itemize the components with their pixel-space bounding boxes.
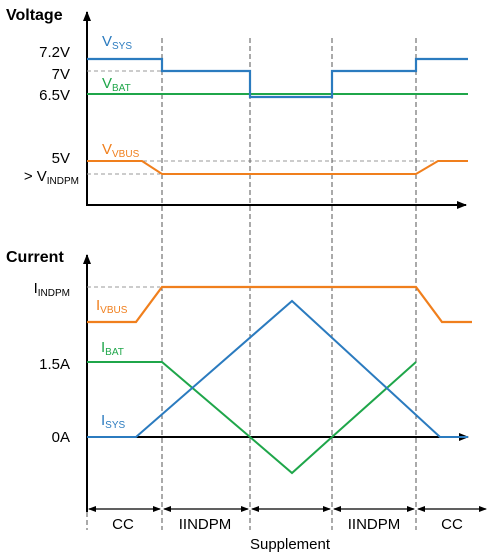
y-label-6-5v: 6.5V — [39, 87, 70, 104]
phase-label-iindpm-1: IINDPM — [179, 516, 232, 533]
phase-label-cc-1: CC — [112, 516, 134, 533]
y-label-0a: 0A — [52, 429, 70, 446]
vbat-label: VBAT — [102, 75, 131, 94]
y-label-1-5a: 1.5A — [39, 356, 70, 373]
voltage-panel-title: Voltage — [6, 7, 63, 24]
vbus-label: VVBUS — [102, 141, 140, 160]
vbus-waveform — [87, 160, 468, 175]
y-label-7-2v: 7.2V — [39, 44, 70, 61]
isys-label: ISYS — [101, 412, 126, 431]
phase-label-cc-2: CC — [441, 516, 463, 533]
vsys-label: VSYS — [102, 33, 132, 52]
y-label-vindpm: > VINDPM — [24, 168, 79, 187]
y-label-7v: 7V — [52, 66, 70, 83]
phase-label-supplement: Supplement — [250, 536, 331, 553]
ivbus-label: IVBUS — [96, 297, 128, 316]
phase-label-iindpm-2: IINDPM — [348, 516, 401, 533]
isys-waveform — [87, 299, 468, 438]
ibat-label: IBAT — [101, 339, 124, 358]
current-panel-title: Current — [6, 249, 64, 266]
y-label-5v: 5V — [52, 150, 70, 167]
ibat-waveform — [87, 361, 417, 475]
ivbus-waveform — [87, 285, 472, 324]
y-label-iindpm: IINDPM — [34, 280, 70, 299]
vsys-waveform — [87, 57, 468, 99]
